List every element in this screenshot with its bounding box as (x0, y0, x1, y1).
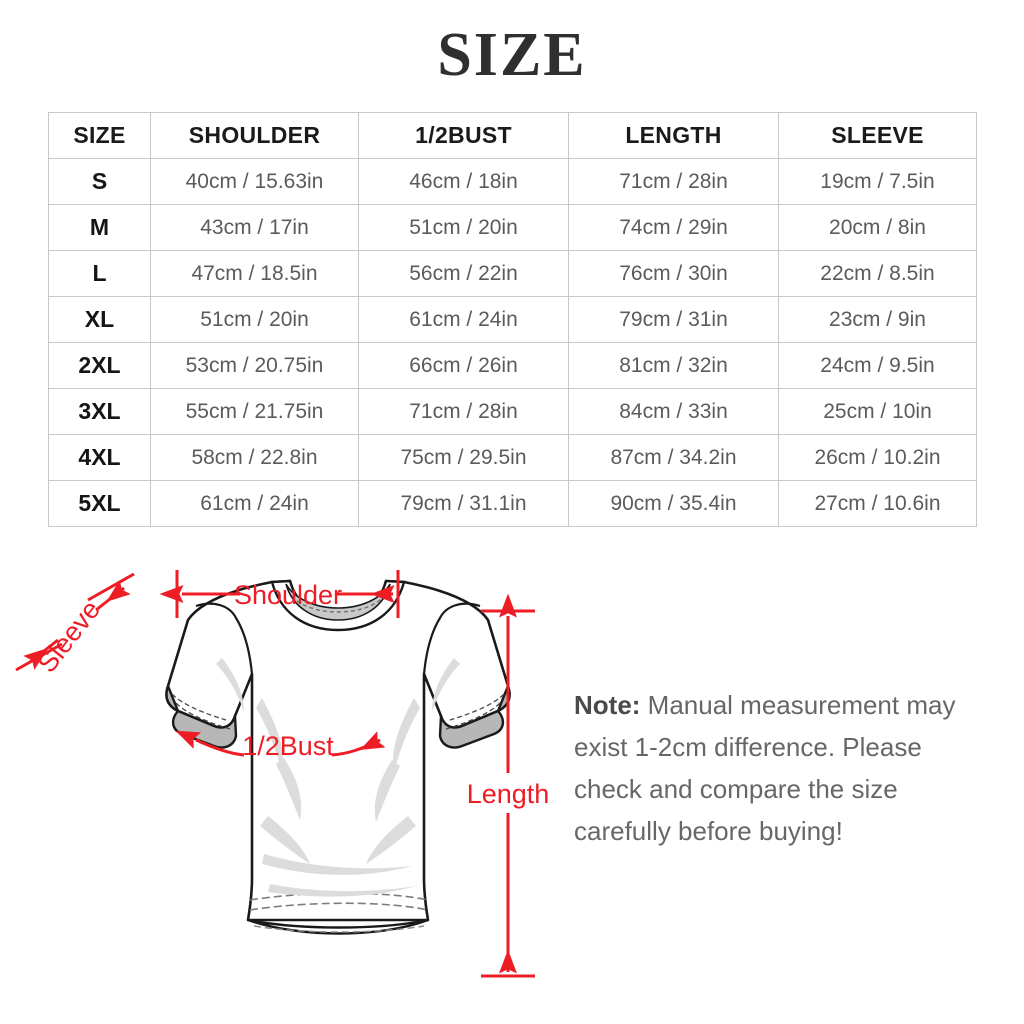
collar-inner-shade (285, 583, 391, 621)
cell-sleeve: 23cm / 9in (778, 296, 977, 343)
cell-bust: 66cm / 26in (358, 342, 569, 389)
cell-sleeve: 22cm / 8.5in (778, 250, 977, 297)
cell-shoulder: 40cm / 15.63in (150, 158, 359, 205)
cell-shoulder: 53cm / 20.75in (150, 342, 359, 389)
cell-size: 5XL (48, 480, 151, 527)
cell-size: 4XL (48, 434, 151, 481)
length-label: Length (467, 779, 550, 809)
cell-bust: 61cm / 24in (358, 296, 569, 343)
sleeve-label: Sleeve (32, 595, 106, 679)
cell-length: 81cm / 32in (568, 342, 779, 389)
cell-shoulder: 43cm / 17in (150, 204, 359, 251)
cell-shoulder: 55cm / 21.75in (150, 388, 359, 435)
cell-size: 2XL (48, 342, 151, 389)
cell-shoulder: 58cm / 22.8in (150, 434, 359, 481)
right-armhole-seam (422, 602, 481, 675)
cell-length: 90cm / 35.4in (568, 480, 779, 527)
cell-length: 74cm / 29in (568, 204, 779, 251)
table-row: 2XL 53cm / 20.75in 66cm / 26in 81cm / 32… (48, 342, 977, 389)
hem-fold (247, 918, 429, 935)
hem-stitch-lower (249, 902, 429, 911)
table-row: XL 51cm / 20in 61cm / 24in 79cm / 31in 2… (48, 296, 977, 343)
column-header-length: LENGTH (568, 112, 779, 159)
page-title: SIZE (437, 21, 587, 89)
cell-shoulder: 51cm / 20in (150, 296, 359, 343)
cell-bust: 56cm / 22in (358, 250, 569, 297)
bust-arrow-right (331, 731, 386, 757)
measurement-note: Note: Manual measurement may exist 1-2cm… (574, 684, 984, 852)
size-table: SIZE SHOULDER 1/2BUST LENGTH SLEEVE S 40… (48, 112, 977, 527)
cell-length: 84cm / 33in (568, 388, 779, 435)
cell-sleeve: 27cm / 10.6in (778, 480, 977, 527)
table-header-row: SIZE SHOULDER 1/2BUST LENGTH SLEEVE (48, 112, 977, 159)
column-header-sleeve: SLEEVE (778, 112, 977, 159)
left-cuff-stitch-1 (171, 693, 227, 721)
cell-size: S (48, 158, 151, 205)
cell-bust: 46cm / 18in (358, 158, 569, 205)
cell-bust: 75cm / 29.5in (358, 434, 569, 481)
sleeve-tick-upper (87, 572, 135, 602)
cell-sleeve: 19cm / 7.5in (778, 158, 977, 205)
cell-shoulder: 61cm / 24in (150, 480, 359, 527)
cell-sleeve: 20cm / 8in (778, 204, 977, 251)
table-row: 4XL 58cm / 22.8in 75cm / 29.5in 87cm / 3… (48, 434, 977, 481)
cell-length: 76cm / 30in (568, 250, 779, 297)
cell-size: 3XL (48, 388, 151, 435)
column-header-size: SIZE (48, 112, 151, 159)
bust-arrow-left (175, 730, 245, 757)
table-row: 3XL 55cm / 21.75in 71cm / 28in 84cm / 33… (48, 388, 977, 435)
table-row: 5XL 61cm / 24in 79cm / 31.1in 90cm / 35.… (48, 480, 977, 527)
cell-size: L (48, 250, 151, 297)
column-header-bust: 1/2BUST (358, 112, 569, 159)
cell-sleeve: 26cm / 10.2in (778, 434, 977, 481)
cell-length: 71cm / 28in (568, 158, 779, 205)
table-row: L 47cm / 18.5in 56cm / 22in 76cm / 30in … (48, 250, 977, 297)
sleeve-arrow-lower (23, 638, 59, 671)
note-text: Manual measurement may exist 1-2cm diffe… (574, 690, 956, 847)
collar-stitch (291, 595, 385, 613)
size-table-container: SIZE SHOULDER 1/2BUST LENGTH SLEEVE S 40… (48, 112, 977, 527)
column-header-shoulder: SHOULDER (150, 112, 359, 159)
length-label-backdrop (462, 773, 554, 813)
left-armhole-seam (195, 602, 254, 675)
measurement-diagram: Shoulder Sleeve 1/2Bust Length (0, 548, 560, 1008)
cell-shoulder: 47cm / 18.5in (150, 250, 359, 297)
table-row: S 40cm / 15.63in 46cm / 18in 71cm / 28in… (48, 158, 977, 205)
cell-bust: 79cm / 31.1in (358, 480, 569, 527)
cell-length: 79cm / 31in (568, 296, 779, 343)
bust-label: 1/2Bust (242, 731, 334, 761)
fabric-shading (216, 658, 460, 897)
sleeve-arrow-upper (95, 579, 131, 612)
table-row: M 43cm / 17in 51cm / 20in 74cm / 29in 20… (48, 204, 977, 251)
cell-sleeve: 24cm / 9.5in (778, 342, 977, 389)
cell-size: XL (48, 296, 151, 343)
cell-sleeve: 25cm / 10in (778, 388, 977, 435)
cell-bust: 71cm / 28in (358, 388, 569, 435)
measurement-annotations: Shoulder Sleeve 1/2Bust Length (15, 570, 554, 978)
note-label: Note: (574, 690, 641, 720)
cell-bust: 51cm / 20in (358, 204, 569, 251)
cell-length: 87cm / 34.2in (568, 434, 779, 481)
tshirt-illustration (165, 579, 511, 935)
right-cuff-stitch-2 (445, 702, 501, 730)
left-cuff-stitch-2 (175, 702, 231, 730)
shoulder-label: Shoulder (234, 580, 342, 610)
cell-size: M (48, 204, 151, 251)
